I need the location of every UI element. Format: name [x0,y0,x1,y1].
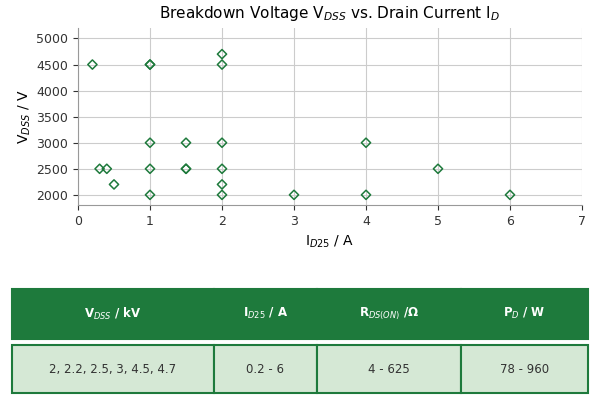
Point [102,166,112,172]
X-axis label: I$_{D25}$ / A: I$_{D25}$ / A [305,233,355,250]
Point [181,140,191,146]
Text: V$_{DSS}$ / kV: V$_{DSS}$ / kV [84,306,142,322]
Point [145,166,155,172]
Point [145,61,155,68]
Text: 2, 2.2, 2.5, 3, 4.5, 4.7: 2, 2.2, 2.5, 3, 4.5, 4.7 [49,363,176,375]
Point [361,140,371,146]
Text: 0.2 - 6: 0.2 - 6 [247,363,284,375]
Point [145,192,155,198]
Point [361,192,371,198]
Point [145,140,155,146]
Text: 4 - 625: 4 - 625 [368,363,410,375]
Point [217,51,227,57]
Point [181,166,191,172]
Point [217,140,227,146]
Point [217,192,227,198]
Point [217,181,227,188]
Point [433,166,443,172]
Title: Breakdown Voltage V$_{DSS}$ vs. Drain Current I$_D$: Breakdown Voltage V$_{DSS}$ vs. Drain Cu… [160,4,500,23]
Point [289,192,299,198]
Text: P$_D$ / W: P$_D$ / W [503,306,546,321]
Point [88,61,97,68]
Point [95,166,104,172]
Text: 78 - 960: 78 - 960 [500,363,549,375]
Text: I$_{D25}$ / A: I$_{D25}$ / A [243,306,288,321]
Point [145,61,155,68]
Y-axis label: V$_{DSS}$ / V: V$_{DSS}$ / V [17,89,34,144]
Point [217,166,227,172]
Point [109,181,119,188]
Point [217,61,227,68]
Text: R$_{DS(ON)}$ /Ω: R$_{DS(ON)}$ /Ω [359,306,419,322]
Point [181,166,191,172]
Point [505,192,515,198]
